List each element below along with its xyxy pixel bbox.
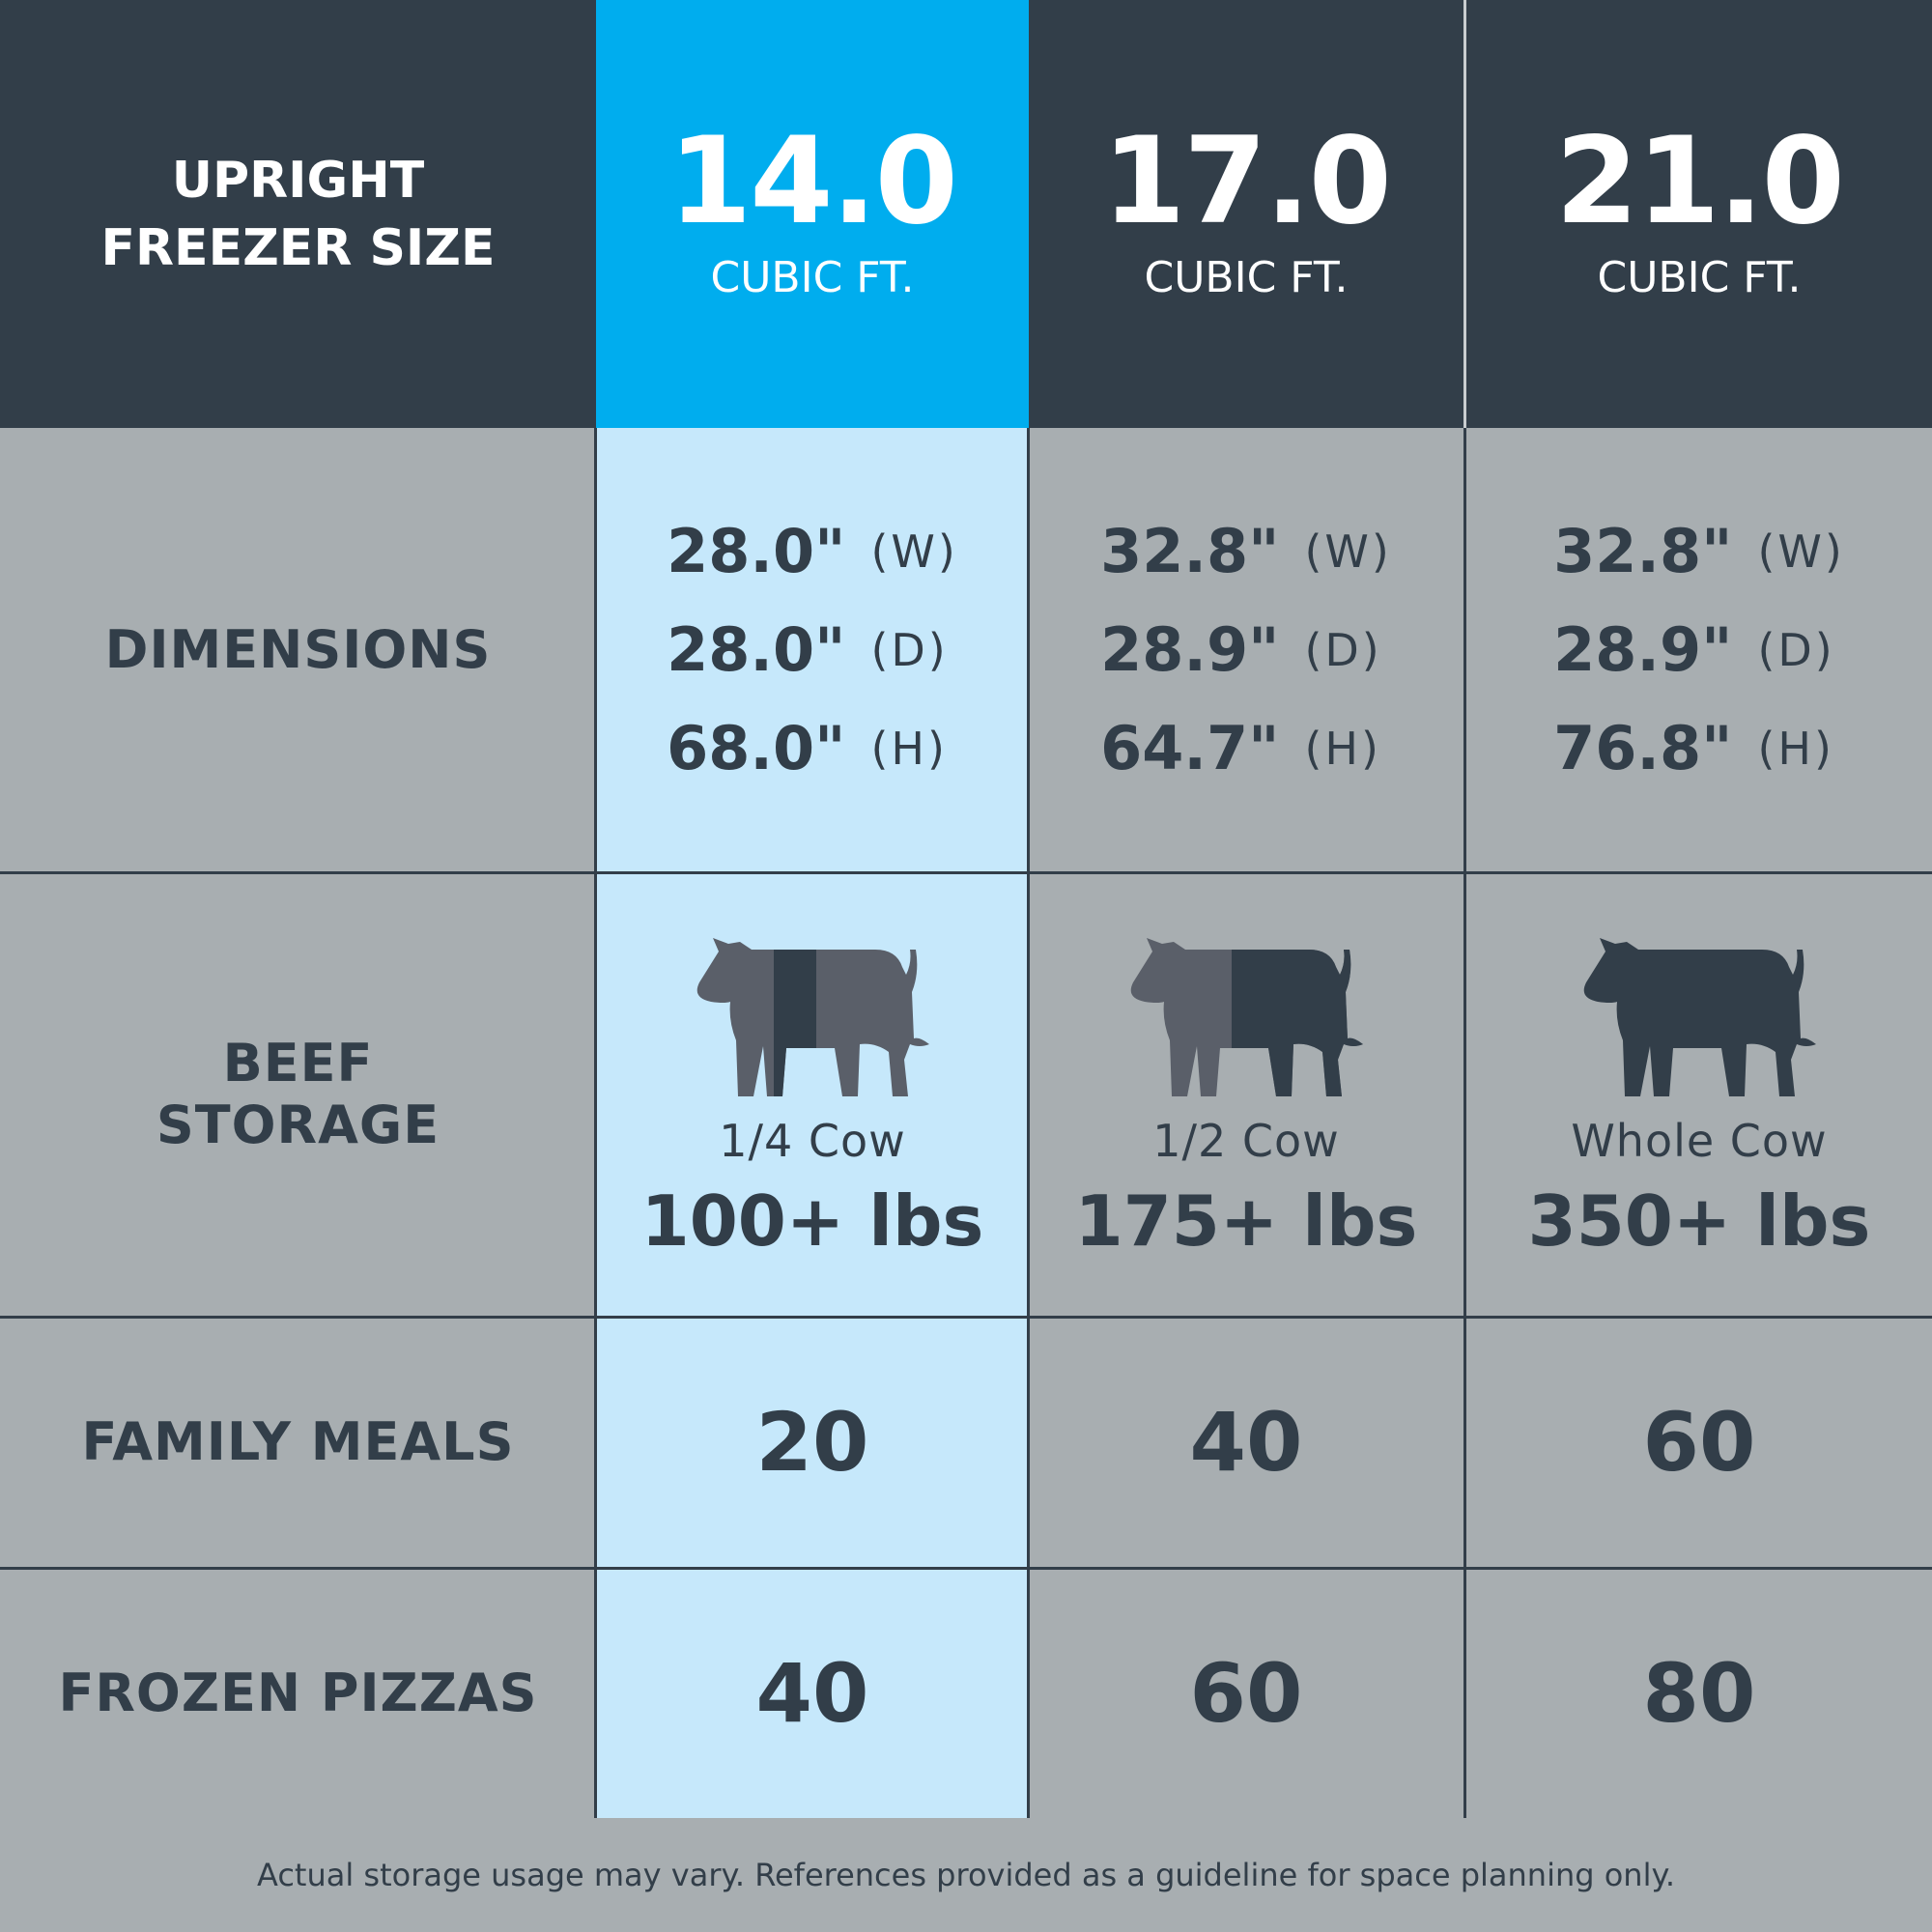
size-header-col2: 17.0 CUBIC FT. (1029, 0, 1463, 428)
depth-axis: (D) (870, 624, 949, 676)
column-divider (1463, 428, 1466, 1818)
dimensions-cell-col3: 32.8" (W) 28.9" (D) 76.8" (H) (1466, 428, 1932, 872)
dimensions-label: DIMENSIONS (104, 619, 492, 680)
beef-weight: 175+ lbs (1074, 1180, 1418, 1262)
height-value: 76.8" (1553, 713, 1733, 783)
height-axis: (H) (1757, 723, 1834, 775)
dimensions-list: 28.0" (W) 28.0" (D) 68.0" (H) (667, 513, 958, 787)
width-value: 28.0" (667, 516, 846, 586)
frozen-pizzas-value: 60 (1189, 1645, 1303, 1741)
cow-icon (1130, 938, 1364, 1096)
frozen-pizzas-value: 40 (755, 1645, 869, 1741)
dimensions-cell-col1: 28.0" (W) 28.0" (D) 68.0" (H) (596, 428, 1029, 872)
family-meals-value: 60 (1642, 1395, 1756, 1490)
size-unit: CUBIC FT. (1144, 252, 1349, 302)
beef-storage-label-line1: BEEF (222, 1033, 374, 1094)
width-value: 32.8" (1553, 516, 1733, 586)
family-meals-label-cell: FAMILY MEALS (0, 1317, 596, 1568)
cow-icon (696, 938, 930, 1096)
cow-portion: 1/4 Cow (719, 1115, 906, 1167)
beef-weight: 350+ lbs (1527, 1180, 1871, 1262)
size-unit: CUBIC FT. (710, 252, 915, 302)
beef-storage-label-cell: BEEF STORAGE (0, 872, 596, 1317)
cow-icon (1583, 938, 1817, 1096)
size-unit: CUBIC FT. (1597, 252, 1802, 302)
depth-value: 28.9" (1100, 614, 1280, 685)
header-row-label-line1: UPRIGHT (171, 151, 425, 210)
frozen-pizzas-cell-col2: 60 (1029, 1568, 1463, 1818)
dimensions-label-cell: DIMENSIONS (0, 428, 596, 872)
beef-storage-cell-col1: 1/4 Cow 100+ lbs (596, 872, 1029, 1317)
family-meals-cell-col1: 20 (596, 1317, 1029, 1568)
height-axis: (H) (1304, 723, 1381, 775)
frozen-pizzas-label: FROZEN PIZZAS (58, 1662, 538, 1723)
width-axis: (W) (870, 526, 958, 578)
dimensions-list: 32.8" (W) 28.9" (D) 76.8" (H) (1553, 513, 1845, 787)
family-meals-cell-col3: 60 (1466, 1317, 1932, 1568)
comparison-table: UPRIGHT FREEZER SIZE 14.0 CUBIC FT. 17.0… (0, 0, 1932, 1818)
row-divider (0, 1316, 1932, 1319)
cow-portion: Whole Cow (1571, 1115, 1828, 1167)
cow-body (1583, 938, 1817, 1096)
column-divider (1027, 428, 1030, 1818)
frozen-pizzas-value: 80 (1642, 1645, 1756, 1741)
beef-storage-cell-col3: Whole Cow 350+ lbs (1466, 872, 1932, 1317)
frozen-pizzas-label-cell: FROZEN PIZZAS (0, 1568, 596, 1818)
size-value: 14.0 (668, 111, 958, 251)
family-meals-value: 20 (755, 1395, 869, 1490)
depth-value: 28.0" (667, 614, 846, 685)
header-row-label-line2: FREEZER SIZE (100, 218, 496, 277)
beef-storage-cell-col2: 1/2 Cow 175+ lbs (1029, 872, 1463, 1317)
height-value: 64.7" (1100, 713, 1280, 783)
size-value: 17.0 (1102, 111, 1392, 251)
width-value: 32.8" (1100, 516, 1280, 586)
size-header-col1: 14.0 CUBIC FT. (596, 0, 1029, 428)
frozen-pizzas-cell-col1: 40 (596, 1568, 1029, 1818)
beef-weight: 100+ lbs (640, 1180, 984, 1262)
cow-portion-highlight (774, 938, 816, 1096)
dimensions-list: 32.8" (W) 28.9" (D) 64.7" (H) (1100, 513, 1392, 787)
beef-storage-label-line2: STORAGE (156, 1094, 440, 1155)
width-axis: (W) (1757, 526, 1845, 578)
family-meals-value: 40 (1189, 1395, 1303, 1490)
cow-portion: 1/2 Cow (1152, 1115, 1340, 1167)
height-value: 68.0" (667, 713, 846, 783)
width-axis: (W) (1304, 526, 1392, 578)
family-meals-cell-col2: 40 (1029, 1317, 1463, 1568)
header-row-label-cell: UPRIGHT FREEZER SIZE (0, 0, 596, 428)
column-divider (594, 428, 597, 1818)
size-header-col3: 21.0 CUBIC FT. (1466, 0, 1932, 428)
row-divider (0, 871, 1932, 874)
size-value: 21.0 (1555, 111, 1845, 251)
disclaimer: Actual storage usage may vary. Reference… (256, 1857, 1676, 1893)
dimensions-cell-col2: 32.8" (W) 28.9" (D) 64.7" (H) (1029, 428, 1463, 872)
family-meals-label: FAMILY MEALS (81, 1411, 515, 1472)
row-divider (0, 1567, 1932, 1570)
frozen-pizzas-cell-col3: 80 (1466, 1568, 1932, 1818)
cow-portion-highlight (1232, 938, 1364, 1096)
column-divider (1463, 0, 1466, 428)
depth-value: 28.9" (1553, 614, 1733, 685)
depth-axis: (D) (1304, 624, 1382, 676)
height-axis: (H) (870, 723, 948, 775)
depth-axis: (D) (1757, 624, 1835, 676)
